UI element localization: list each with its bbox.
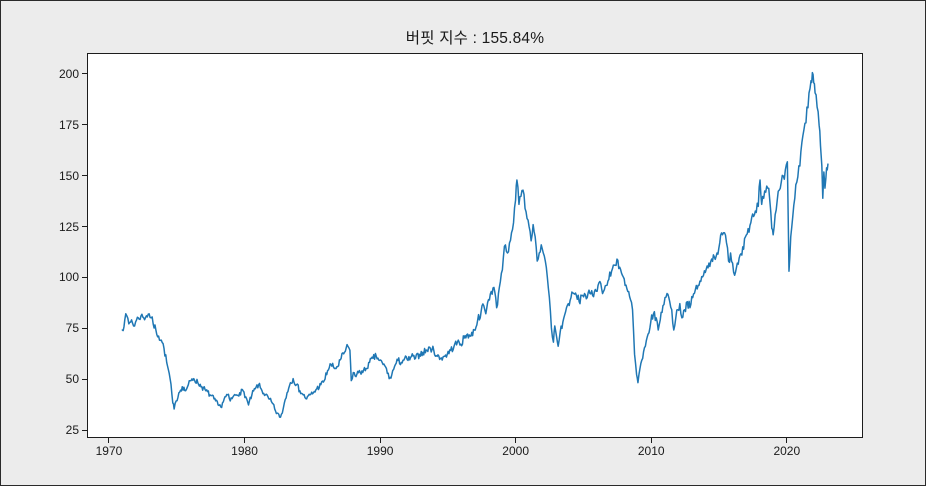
x-tick-label: 2020 [773,444,801,458]
x-tick-mark [379,438,381,443]
y-tick-mark [82,378,87,380]
y-tick-mark [82,226,87,228]
x-tick-label: 2010 [637,444,665,458]
chart-title: 버핏 지수 : 155.84% [405,30,545,47]
x-tick-label: 1980 [231,444,258,458]
x-tick-label: 1970 [95,444,123,458]
y-tick-label: 75 [65,321,79,336]
y-tick-mark [82,175,87,177]
y-tick-mark [82,73,87,75]
plot-area [87,53,863,438]
x-tick-mark [108,438,110,443]
y-tick-label: 50 [65,372,79,387]
y-tick-mark [82,429,87,431]
x-tick-mark [786,438,788,443]
y-tick-mark [82,124,87,126]
y-tick-label: 175 [58,117,79,132]
series-line [121,71,829,418]
x-tick-label: 1990 [366,444,394,458]
y-tick-label: 100 [58,270,79,285]
x-tick-label: 2000 [502,444,529,458]
y-tick-mark [82,276,87,278]
x-tick-mark [515,438,517,443]
line-chart [121,71,829,418]
y-tick-label: 125 [58,219,79,234]
x-tick-mark [244,438,246,443]
y-tick-label: 200 [58,66,79,81]
y-tick-label: 150 [58,168,79,183]
y-tick-label: 25 [65,423,79,438]
y-tick-mark [82,327,87,329]
x-tick-mark [650,438,652,443]
